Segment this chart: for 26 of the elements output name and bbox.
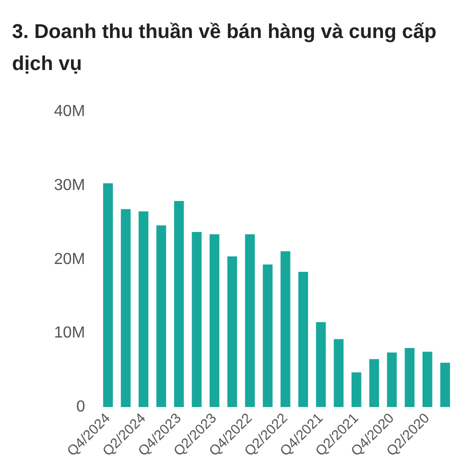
bar	[103, 183, 113, 408]
bar	[369, 359, 380, 408]
bar	[245, 234, 255, 408]
y-tick-label: 0	[76, 398, 86, 416]
bar	[120, 209, 131, 408]
bar	[334, 339, 344, 408]
bar	[387, 352, 397, 408]
bar	[227, 256, 238, 408]
y-tick-label: 30M	[54, 176, 86, 194]
bar	[352, 372, 362, 408]
bar	[440, 362, 450, 408]
bar	[174, 201, 184, 408]
bar	[316, 322, 326, 408]
chart-title: 3. Doanh thu thuần về bán hàng và cung cấp dịch vụ	[12, 20, 438, 77]
bar	[156, 225, 166, 408]
bar	[404, 348, 415, 408]
bar	[138, 211, 148, 408]
bar	[210, 234, 220, 408]
bar	[298, 272, 308, 408]
bar	[262, 264, 273, 408]
y-tick-label: 10M	[54, 324, 86, 342]
y-tick-label: 20M	[54, 250, 86, 268]
bar	[192, 232, 202, 408]
bar	[280, 251, 290, 408]
bar	[422, 352, 432, 408]
y-tick-label: 40M	[54, 103, 86, 120]
